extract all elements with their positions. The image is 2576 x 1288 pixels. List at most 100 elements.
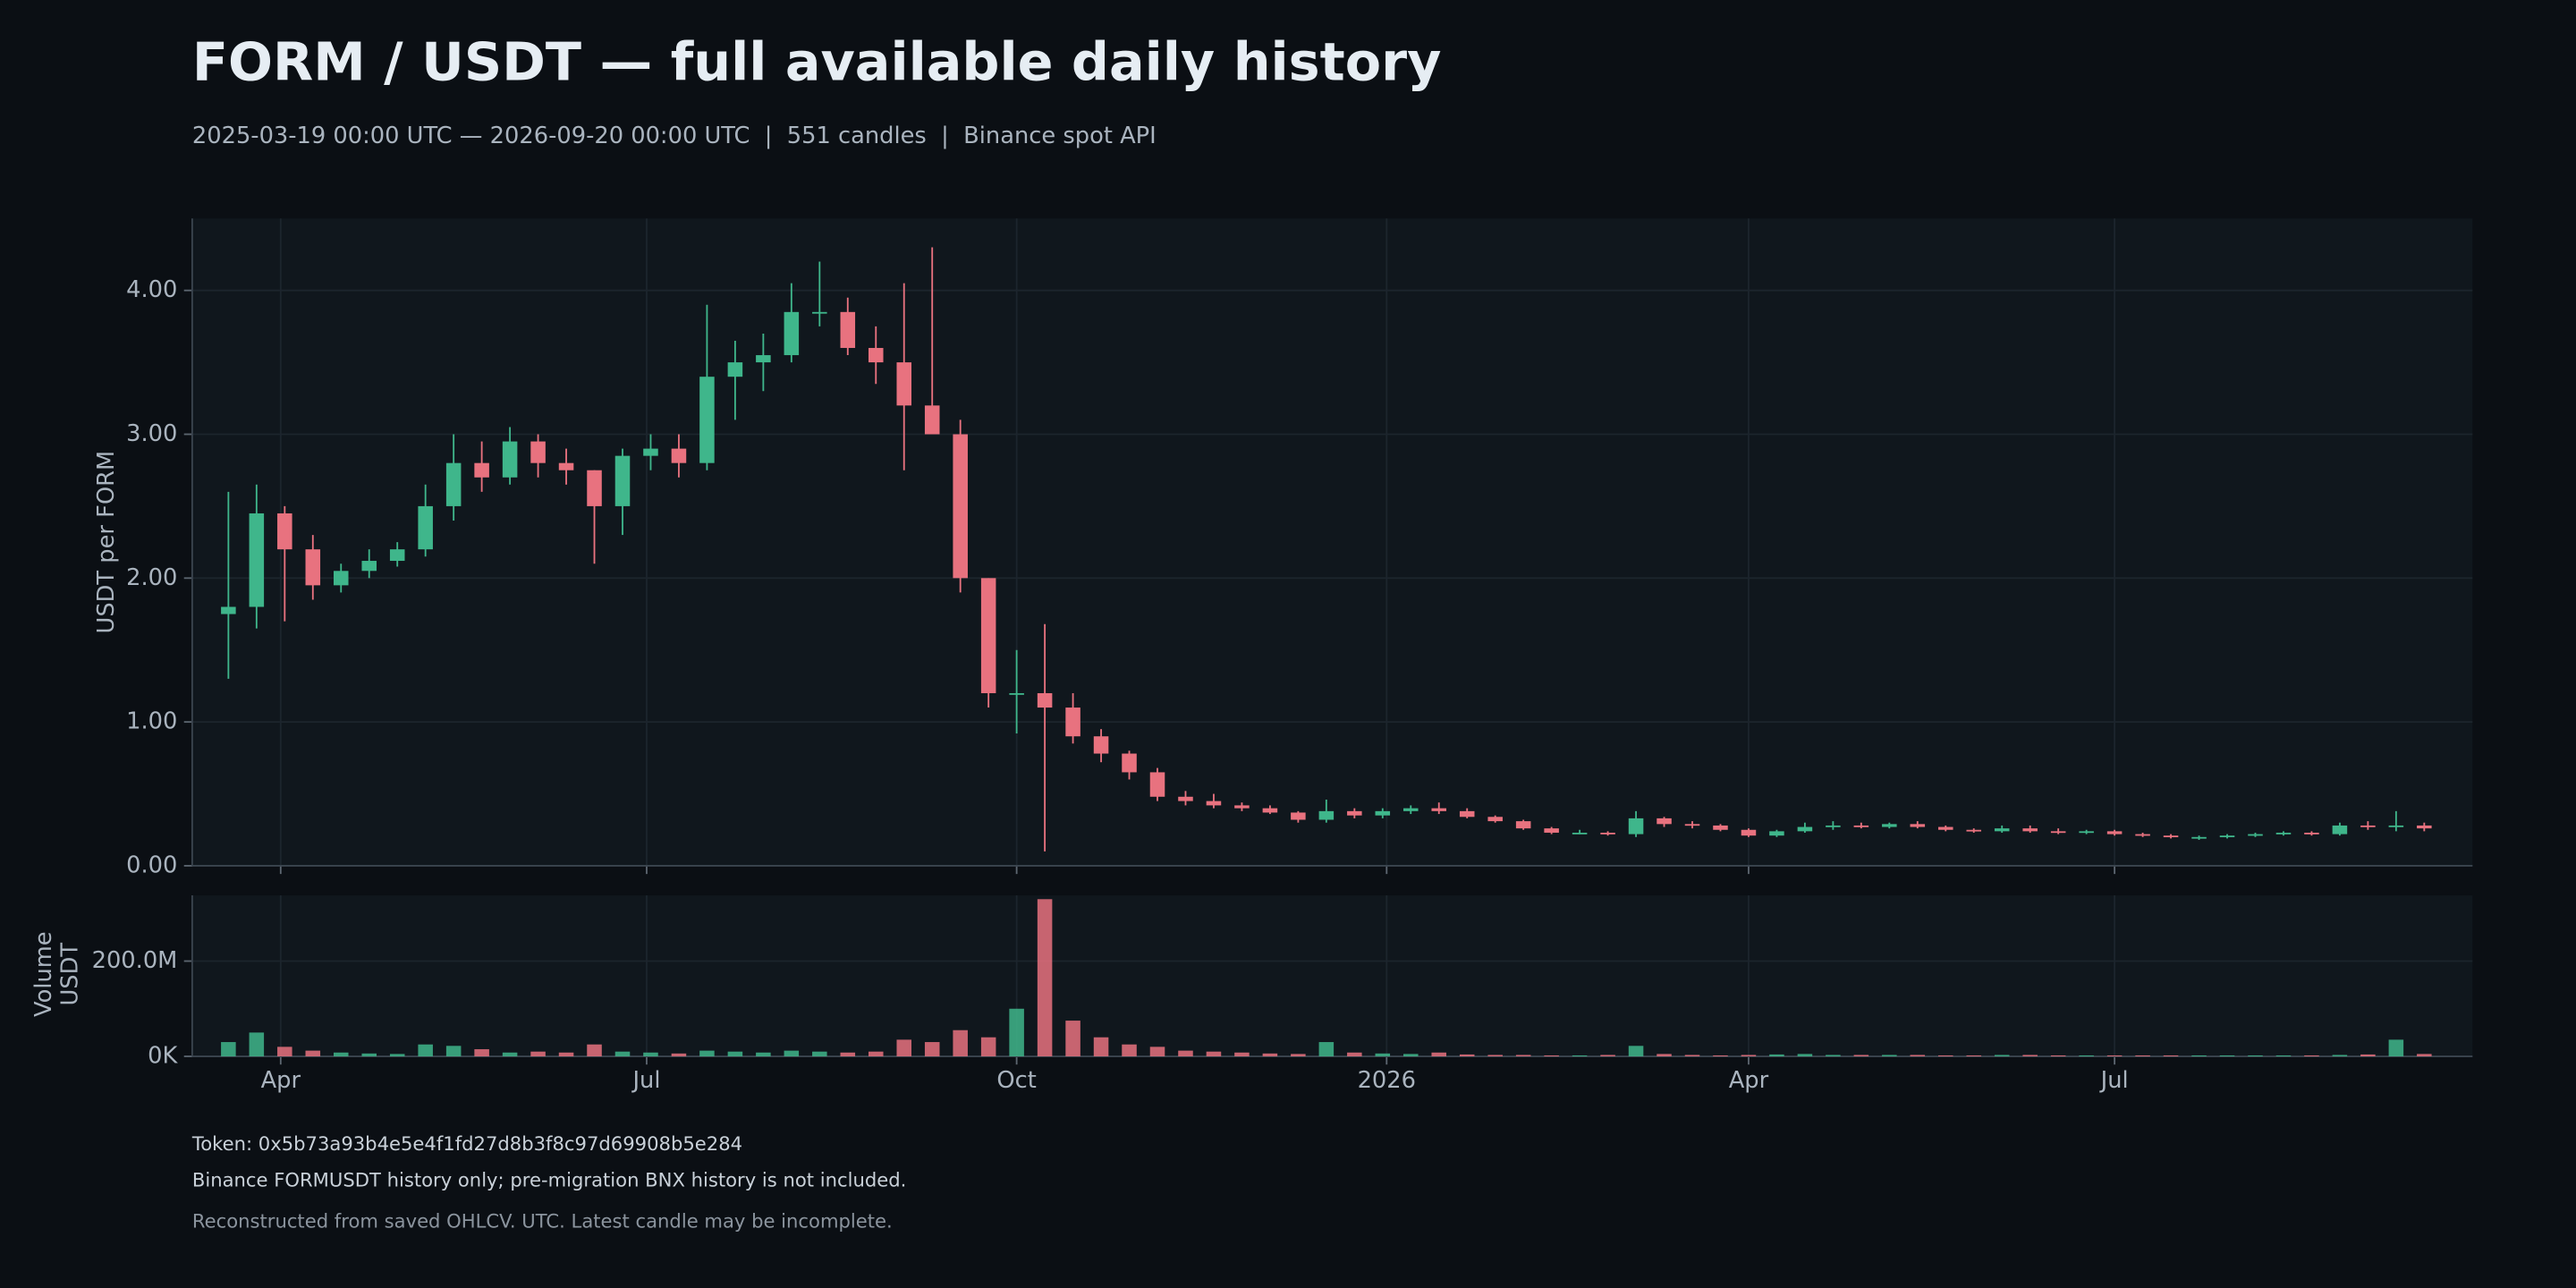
volume-bar xyxy=(305,1050,321,1057)
volume-bar xyxy=(418,1044,433,1057)
candle-body xyxy=(2050,831,2066,834)
candle-body xyxy=(2360,825,2376,827)
volume-bar xyxy=(2275,1055,2292,1057)
candle-body xyxy=(812,311,827,314)
candle-body xyxy=(1966,829,1982,832)
volume-bar xyxy=(1093,1037,1109,1057)
volume-bar xyxy=(1375,1053,1391,1057)
candle-body xyxy=(2135,834,2150,836)
volume-bar xyxy=(1966,1055,1982,1057)
candle-body xyxy=(1149,772,1165,797)
y-tick-label: 200.0M xyxy=(92,947,178,974)
volume-bar xyxy=(1431,1052,1447,1057)
candle-body xyxy=(2163,835,2179,838)
candle-body xyxy=(1657,818,1672,825)
candle-body xyxy=(840,311,856,349)
volume-bar xyxy=(1657,1054,1672,1057)
footnote: Reconstructed from saved OHLCV. UTC. Lat… xyxy=(192,1210,893,1233)
candle-body xyxy=(671,448,687,463)
volume-bar xyxy=(1403,1054,1419,1057)
volume-bar xyxy=(2219,1055,2235,1057)
candle-body xyxy=(896,362,912,406)
candle-body xyxy=(389,549,405,562)
candle-body xyxy=(980,578,996,693)
candle-body xyxy=(1487,817,1503,822)
candle-body xyxy=(1600,832,1615,835)
candle-body xyxy=(784,311,800,356)
volume-bar xyxy=(1318,1042,1335,1057)
candle-body xyxy=(1713,825,1728,830)
volume-bar xyxy=(249,1032,265,1057)
candle-body xyxy=(1262,808,1278,813)
volume-bar xyxy=(530,1051,546,1057)
y-tick-label: 0K xyxy=(148,1043,178,1070)
volume-bar xyxy=(1065,1021,1080,1057)
price-plot-area xyxy=(191,218,2473,866)
volume-bar xyxy=(389,1054,405,1057)
candle-body xyxy=(2079,831,2094,834)
volume-bar xyxy=(614,1051,631,1057)
candle-body xyxy=(1037,692,1053,708)
volume-bar xyxy=(643,1052,658,1057)
volume-bar xyxy=(1910,1055,1926,1057)
candle-body xyxy=(1318,810,1335,820)
y-tick-label: 3.00 xyxy=(126,420,177,447)
volume-bar xyxy=(1741,1055,1757,1057)
y-tick-label: 0.00 xyxy=(126,852,177,878)
volume-bar xyxy=(502,1052,518,1057)
volume-bar xyxy=(1234,1052,1250,1057)
candle-body xyxy=(587,470,602,506)
candle-body xyxy=(1347,810,1362,816)
candle-body xyxy=(1234,805,1250,809)
volume-bar xyxy=(2191,1055,2207,1057)
volume-bar xyxy=(1600,1055,1615,1057)
volume-bar xyxy=(333,1052,349,1057)
candle-body xyxy=(1403,808,1419,811)
volume-bar xyxy=(2388,1039,2404,1057)
volume-bar xyxy=(1938,1055,1953,1057)
candle-body xyxy=(1431,808,1447,811)
volume-bar xyxy=(1853,1055,1869,1057)
volume-bar xyxy=(2050,1055,2066,1057)
volume-bar xyxy=(474,1049,489,1057)
candle-body xyxy=(1628,818,1644,835)
candle-body xyxy=(2332,825,2348,835)
x-tick-label: Jul xyxy=(2099,1067,2129,1094)
candle-body xyxy=(2248,834,2263,836)
candle-body xyxy=(2022,828,2038,832)
candle-body xyxy=(1572,832,1588,835)
x-tick-label: 2026 xyxy=(1358,1067,1416,1094)
volume-bar xyxy=(587,1044,602,1057)
candle-body xyxy=(699,377,715,463)
footnote: Token: 0x5b73a93b4e5e4f1fd27d8b3f8c97d69… xyxy=(191,1132,742,1155)
volume-bar xyxy=(2022,1055,2038,1057)
volume-bar xyxy=(277,1046,292,1057)
candle-body xyxy=(249,513,265,607)
candle-body xyxy=(445,462,462,506)
candle-body xyxy=(361,561,377,572)
candle-body xyxy=(1797,826,1813,832)
candle-body xyxy=(1684,824,1700,826)
candle-body xyxy=(530,441,546,463)
candle-body xyxy=(756,355,771,363)
candle-body xyxy=(558,462,574,470)
volume-bar xyxy=(1544,1055,1559,1057)
volume-bar xyxy=(1769,1054,1784,1057)
candle-body xyxy=(1206,801,1222,806)
volume-axis-label: USDT xyxy=(56,943,83,1006)
volume-bar xyxy=(671,1053,687,1057)
candle-body xyxy=(502,441,518,478)
volume-bar xyxy=(699,1050,715,1057)
candle-body xyxy=(305,549,321,586)
x-tick-label: Apr xyxy=(261,1067,301,1094)
x-tick-label: Oct xyxy=(996,1067,1036,1094)
volume-bar xyxy=(953,1030,968,1057)
volume-bar xyxy=(1684,1055,1700,1057)
volume-bar xyxy=(1713,1055,1728,1057)
volume-bar xyxy=(1628,1046,1644,1057)
volume-bar xyxy=(1262,1053,1278,1057)
candle-body xyxy=(924,405,940,435)
candle-body xyxy=(333,571,349,586)
candle-body xyxy=(727,362,743,377)
